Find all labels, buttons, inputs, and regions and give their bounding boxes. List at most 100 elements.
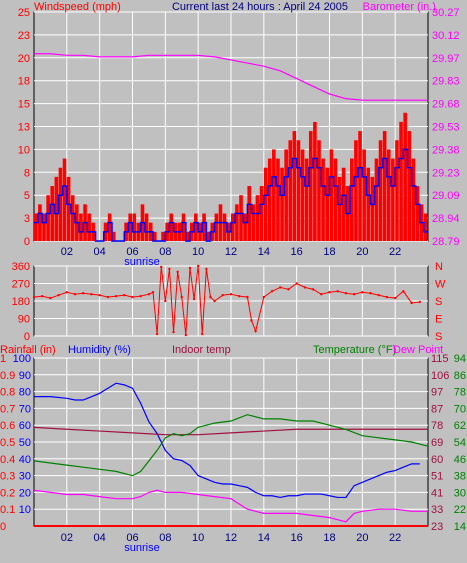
wind-direction-point <box>32 295 36 299</box>
windspeed-bar <box>54 176 59 241</box>
dewpoint-line <box>33 489 428 523</box>
humidity-axis-label: Humidity (%) <box>68 344 131 356</box>
wind-direction-point <box>49 296 52 300</box>
windspeed-bar <box>280 167 284 241</box>
wind-direction-point <box>205 267 208 271</box>
dewpoint-axis-label: Dew Point <box>393 344 443 356</box>
humidity-tick-label: 40 <box>19 454 31 466</box>
windspeed-bar <box>317 140 321 241</box>
windspeed-bar <box>222 213 227 241</box>
wind-x-tick-label: 06 <box>126 246 138 258</box>
wind-direction-point <box>250 319 253 322</box>
windspeed-bar <box>34 213 38 241</box>
climate-x-tick-label: 06 <box>126 532 138 544</box>
barometer-tick-label: 29.23 <box>432 167 460 179</box>
wind-x-tick-label: 18 <box>323 246 335 258</box>
humidity-tick-label: 70 <box>19 403 31 415</box>
direction-series <box>32 264 421 337</box>
compass-tick-label: N <box>435 261 443 273</box>
wind-direction-point <box>73 292 77 296</box>
temperature-tick-label: 22 <box>454 504 466 516</box>
windspeed-bar <box>243 213 247 241</box>
temperature-tick-label: 70 <box>454 403 466 415</box>
rainfall-tick-label: 0.8 <box>0 387 15 399</box>
wind-direction-point <box>336 290 339 293</box>
barometer-tick-label: 29.83 <box>432 76 460 88</box>
windspeed-bar <box>58 167 63 241</box>
barometer-tick-label: 28.94 <box>432 213 460 225</box>
windspeed-bar <box>181 213 186 241</box>
wind-x-tick-label: 08 <box>159 246 171 258</box>
barometer-axis-label: Barometer (in.) <box>363 1 436 13</box>
humidity-tick-label: 100 <box>13 353 31 365</box>
rainfall-tick-label: 0.1 <box>0 504 15 516</box>
windspeed-bar <box>333 158 338 241</box>
climate-x-tick-label: 02 <box>61 532 73 544</box>
windspeed-bar <box>423 213 428 241</box>
temperature-axis-label: Temperature (°F) <box>313 344 396 356</box>
windspeed-bar <box>194 213 198 241</box>
wind-x-tick-label: 02 <box>61 246 73 258</box>
wind-direction-point <box>418 300 421 304</box>
wind-direction-point <box>369 292 372 295</box>
windspeed-bar <box>169 213 174 241</box>
windspeed-bar <box>304 158 309 241</box>
humidity-line <box>34 382 420 499</box>
windspeed-bar <box>202 213 206 241</box>
temperature-tick-label: 86 <box>454 370 466 382</box>
wind-direction-point <box>98 293 101 297</box>
humidity-tick-label: 10 <box>19 504 31 516</box>
windspeed-bar <box>128 213 132 241</box>
humidity-tick-label: 60 <box>19 420 31 432</box>
temperature-tick-label: 54 <box>454 437 466 449</box>
wind-direction-point <box>402 290 405 293</box>
indoor-temp-tick-label: 115 <box>431 353 449 365</box>
wind-direction-point <box>164 299 167 303</box>
wind-direction-point <box>344 292 348 295</box>
wind-direction-point <box>410 301 413 305</box>
climate-x-tick-label: 16 <box>291 532 303 544</box>
climate-x-tick-label: 08 <box>159 532 171 544</box>
indoor-temp-tick-label: 87 <box>431 403 443 415</box>
barometer-tick-label: 29.09 <box>432 190 460 202</box>
wind-direction-point <box>65 291 69 294</box>
wind-direction-point <box>114 294 118 298</box>
windspeed-bar <box>235 204 239 241</box>
wind-direction-point <box>123 293 126 297</box>
windspeed-bar <box>308 131 313 241</box>
climate-x-tick-label: 22 <box>389 532 401 544</box>
humidity-tick-label: 90 <box>19 370 31 382</box>
windspeed-bar <box>403 112 407 241</box>
windspeed-bar <box>251 204 256 241</box>
windspeed-bar <box>255 195 260 241</box>
direction-tick-label: 180 <box>12 296 30 308</box>
windspeed-bar <box>350 158 354 241</box>
barometer-line <box>34 53 428 101</box>
chart-title: Current last 24 hours : April 24 2005 <box>172 1 348 13</box>
rainfall-tick-label: 0.6 <box>0 420 15 432</box>
windspeed-bar <box>276 158 280 241</box>
windspeed-tick-label: 5 <box>24 190 30 202</box>
wind-x-tick-label: 12 <box>225 246 237 258</box>
wind-x-tick-label: 04 <box>94 246 106 258</box>
windspeed-bar <box>38 204 42 241</box>
windspeed-tick-label: 23 <box>18 30 30 42</box>
wind-direction-point <box>196 264 200 268</box>
wind-axes: 0 3 5 8 10 13 15 18 20 23 25 28.79 28.94 29.09 29.23 29… <box>18 7 460 258</box>
wind-direction-point <box>320 292 323 296</box>
windspeed-bar <box>296 140 301 241</box>
wind-direction-point <box>106 295 110 299</box>
wind-direction-point <box>311 288 315 291</box>
rainfall-tick-label: 1 <box>0 353 6 365</box>
indoor-temp-tick-label: 78 <box>431 420 443 432</box>
wind-x-tick-label: 22 <box>389 246 401 258</box>
temperature-tick-label: 78 <box>454 387 466 399</box>
rainfall-tick-label: 0.2 <box>0 487 15 499</box>
windspeed-bar <box>386 149 391 241</box>
temperature-tick-label: 14 <box>454 521 466 533</box>
indoor-temp-tick-label: 51 <box>431 471 443 483</box>
sunrise-label-bottom: sunrise <box>124 542 159 554</box>
wind-direction-point <box>295 282 298 285</box>
wind-direction-point <box>176 270 179 274</box>
